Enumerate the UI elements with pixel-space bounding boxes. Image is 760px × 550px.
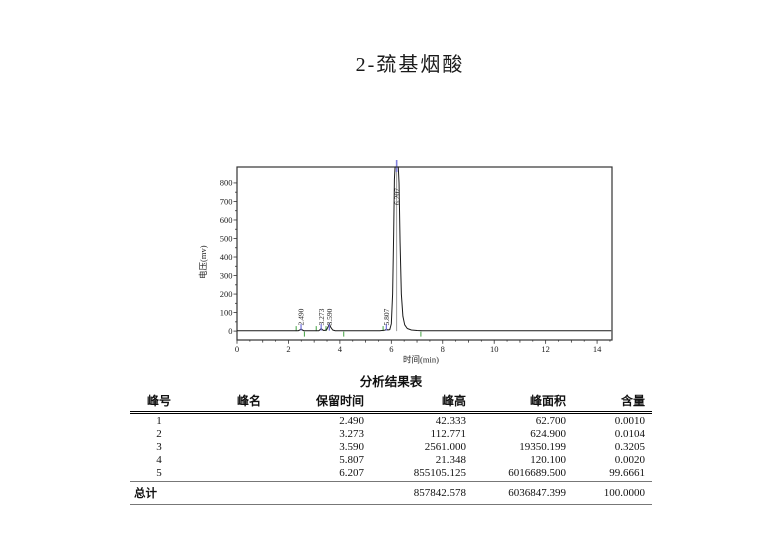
table-cell: 6016689.500	[470, 466, 570, 482]
total-value-cell: 857842.578	[368, 481, 470, 505]
header-cell: 含量	[570, 392, 652, 414]
svg-text:300: 300	[220, 270, 233, 280]
table-row: 3 3.590 2561.000 19350.199 0.3205	[130, 440, 652, 453]
table-cell	[188, 427, 310, 440]
chromatogram-plot: 0 100 200 300 400 500 600 700 800 0 2 4 6 8 10 12 14 时间(m…	[195, 148, 625, 372]
y-axis-label: 电压(mv)	[198, 245, 208, 279]
table-cell: 855105.125	[368, 466, 470, 482]
table-cell: 0.0020	[614, 453, 645, 466]
table-title: 分析结果表	[359, 375, 423, 389]
header-cell: 峰号	[130, 392, 188, 414]
table-cell: 3	[156, 440, 162, 453]
svg-text:2: 2	[286, 344, 290, 354]
svg-text:8: 8	[441, 344, 445, 354]
page-title: 2-巯基烟酸	[355, 54, 465, 76]
svg-text:6: 6	[389, 344, 393, 354]
table-cell: 3.273	[339, 427, 364, 440]
svg-text:800: 800	[220, 178, 233, 188]
chromatogram-svg: 0 100 200 300 400 500 600 700 800 0 2 4 6 8 10 12 14 时间(m…	[198, 160, 613, 365]
table-cell: 2.490	[339, 414, 364, 427]
total-value-cell: 100.0000	[570, 481, 652, 505]
table-body: 1 2.490 42.333 62.700 0.0010 2 3.273 112.771 624…	[130, 413, 652, 482]
svg-text:700: 700	[220, 196, 233, 206]
table-cell	[188, 453, 310, 466]
svg-text:12: 12	[541, 344, 550, 354]
table-cell: 0.3205	[614, 440, 645, 453]
table-cell	[188, 466, 310, 482]
table-total-row: 总计 857842.578 6036847.399 100.0000	[130, 481, 652, 505]
svg-text:400: 400	[220, 252, 233, 262]
svg-text:14: 14	[593, 344, 602, 354]
chromatogram-trace	[237, 166, 612, 332]
table-cell: 6.207	[310, 466, 368, 482]
table-cell: 5.807	[339, 453, 364, 466]
table-cell: 1	[156, 414, 162, 427]
table-cell: 19350.199	[519, 440, 566, 453]
table-cell: 112.771	[430, 427, 466, 440]
svg-text:0: 0	[235, 344, 239, 354]
svg-text:4: 4	[338, 344, 343, 354]
table-cell: 62.700	[535, 414, 566, 427]
table-cell: 42.333	[435, 414, 466, 427]
table-cell: 0.0104	[614, 427, 645, 440]
peak-labels: 2.490 3.273 3.590 5.807 6.207	[297, 188, 402, 331]
svg-text:3.590: 3.590	[325, 308, 334, 325]
plot-border	[236, 166, 613, 341]
table-cell: 5	[130, 466, 188, 482]
svg-text:3.273: 3.273	[317, 308, 326, 325]
svg-text:10: 10	[490, 344, 499, 354]
header-cell: 峰名	[188, 392, 310, 414]
analysis-results-section: 分析结果表 峰号 峰名 保留时间 峰高 峰面积 含量 1 2.490 42.333 62.700…	[130, 371, 652, 505]
header-cell: 保留时间	[310, 392, 368, 414]
integration-marks	[295, 326, 422, 337]
total-value-cell: 6036847.399	[470, 481, 570, 505]
total-value-cell	[188, 481, 310, 505]
x-axis: 0 2 4 6 8 10 12 14 时间(min)	[235, 340, 611, 365]
y-axis: 0 100 200 300 400 500 600 700 800	[220, 178, 237, 336]
svg-text:6.207: 6.207	[393, 188, 402, 205]
svg-text:200: 200	[220, 289, 233, 299]
svg-text:100: 100	[220, 307, 233, 317]
table-cell: 99.6661	[570, 466, 652, 482]
table-row: 4 5.807 21.348 120.100 0.0020	[130, 453, 652, 466]
table-header-row: 峰号 峰名 保留时间 峰高 峰面积 含量	[130, 392, 652, 414]
table-cell: 2	[156, 427, 162, 440]
table-row: 5 6.207 855105.125 6016689.500 99.6661	[130, 466, 652, 482]
svg-text:0: 0	[228, 326, 232, 336]
table-row: 1 2.490 42.333 62.700 0.0010	[130, 413, 652, 428]
total-label-cell: 总计	[130, 481, 188, 505]
svg-text:500: 500	[220, 233, 233, 243]
table-cell: 21.348	[435, 453, 466, 466]
header-cell: 峰高	[368, 392, 470, 414]
table-cell	[188, 440, 310, 453]
table-cell: 120.100	[530, 453, 566, 466]
table-cell: 4	[156, 453, 162, 466]
total-value-cell	[310, 481, 368, 505]
analysis-results-table: 峰号 峰名 保留时间 峰高 峰面积 含量 1 2.490 42.333 62.700 0.0010…	[130, 392, 652, 505]
header-cell: 峰面积	[470, 392, 570, 414]
table-cell: 624.900	[530, 427, 566, 440]
table-cell	[188, 413, 310, 428]
table-row: 2 3.273 112.771 624.900 0.0104	[130, 427, 652, 440]
svg-text:2.490: 2.490	[297, 308, 306, 325]
svg-text:600: 600	[220, 215, 233, 225]
svg-text:5.807: 5.807	[382, 308, 391, 325]
table-cell: 0.0010	[614, 414, 645, 427]
table-cell: 3.590	[339, 440, 364, 453]
x-axis-label: 时间(min)	[403, 355, 439, 365]
table-cell: 2561.000	[424, 440, 466, 453]
